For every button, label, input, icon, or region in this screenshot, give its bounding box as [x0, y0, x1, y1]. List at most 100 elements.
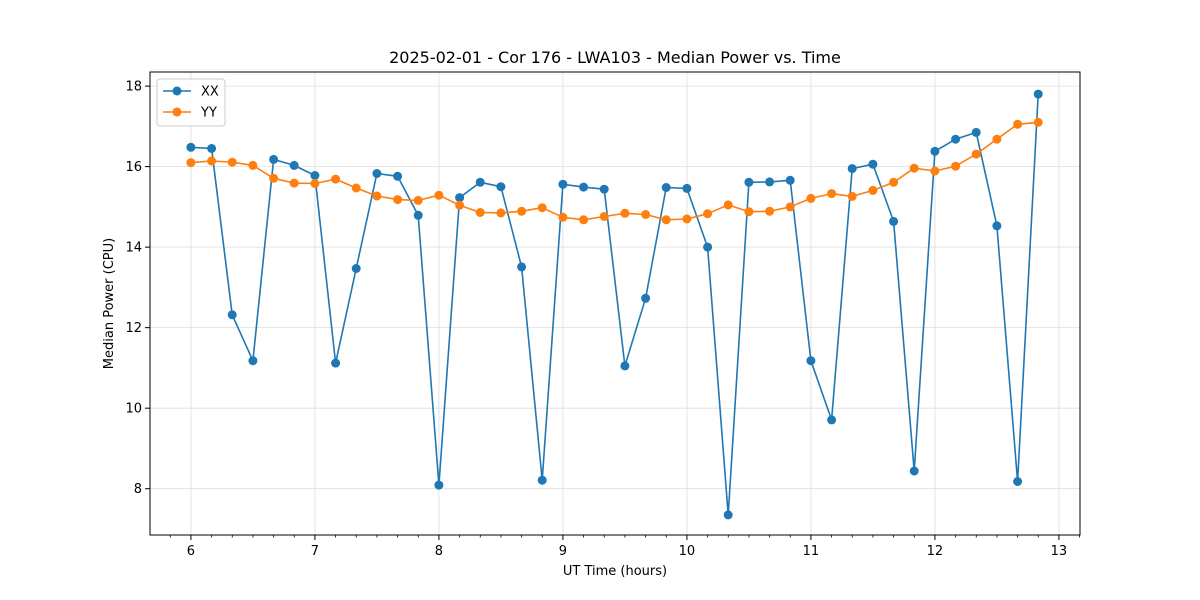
series-xx-point — [455, 193, 465, 203]
series-yy-point — [723, 200, 733, 210]
series-xx-point — [723, 510, 733, 520]
series-yy-point — [579, 215, 589, 225]
series-xx-point — [744, 177, 754, 187]
series-xx-line — [190, 94, 1039, 516]
series-yy-point — [517, 206, 527, 216]
series-xx-point — [289, 160, 299, 170]
series-yy-point — [599, 212, 609, 221]
series-yy-point — [434, 190, 444, 200]
chart-title: 2025-02-01 - Cor 176 - LWA103 - Median P… — [389, 48, 841, 67]
series-xx-point — [558, 179, 568, 189]
series-yy-point — [765, 206, 775, 216]
series-xx-point — [517, 262, 527, 272]
series-xx-point — [620, 361, 630, 371]
x-axis-label: UT Time (hours) — [563, 564, 667, 579]
plot-area — [149, 71, 1081, 536]
series-yy-point — [992, 134, 1002, 144]
series-yy-point — [372, 191, 382, 201]
series-yy-point — [351, 183, 361, 193]
series-xx-point — [372, 169, 382, 178]
x-tick-label: 7 — [311, 544, 319, 559]
x-tick-label: 10 — [679, 544, 696, 559]
y-tick-label: 16 — [125, 160, 142, 175]
series-yy-point — [641, 210, 651, 219]
series-yy-point — [847, 191, 857, 201]
series-xx-point — [310, 171, 320, 180]
series-yy-point — [661, 215, 671, 225]
series-xx-point — [475, 177, 485, 187]
series-yy-point — [951, 161, 961, 171]
series-xx-point — [868, 159, 878, 169]
series-xx-point — [889, 216, 899, 226]
series-xx-point — [393, 171, 403, 181]
series-xx-point — [930, 146, 940, 156]
series-xx-point — [599, 184, 609, 194]
y-tick-label: 10 — [125, 402, 142, 417]
x-tick-label: 12 — [927, 544, 944, 559]
series-yy-point — [1013, 119, 1023, 129]
series-xx-point — [765, 177, 775, 187]
series-yy-point — [868, 185, 878, 195]
series-yy-point — [558, 212, 568, 222]
series-yy-point — [413, 195, 423, 205]
series-xx-point — [806, 356, 816, 366]
series-xx-point — [227, 310, 237, 320]
series-xx-point — [248, 356, 258, 366]
series-xx-point — [909, 466, 919, 476]
series-yy-point — [455, 200, 465, 210]
series-xx-point — [186, 142, 196, 152]
series-yy-point — [827, 189, 837, 199]
series-yy-point — [331, 174, 341, 184]
series-yy-point — [227, 157, 237, 167]
series-xx-point — [269, 154, 279, 164]
series-layer — [186, 89, 1043, 520]
series-xx-point — [537, 475, 547, 485]
x-tick-label: 11 — [803, 544, 820, 559]
y-tick-label: 14 — [125, 241, 142, 256]
legend-yy-marker — [172, 107, 182, 117]
series-xx-point — [496, 182, 506, 192]
series-yy-point — [537, 203, 547, 213]
series-yy-point — [310, 179, 320, 188]
series-yy-point — [620, 208, 630, 218]
series-xx-point — [351, 264, 361, 273]
series-xx-point — [434, 480, 444, 490]
series-xx-point — [847, 164, 857, 174]
series-xx-point — [992, 221, 1002, 231]
series-xx-point — [703, 242, 713, 252]
x-tick-label: 9 — [559, 544, 567, 559]
series-xx-point — [785, 175, 795, 185]
series-xx-point — [682, 183, 692, 193]
series-yy-point — [889, 177, 899, 187]
series-yy-point — [207, 156, 217, 166]
axis-ticks: 6 7 8 9 10 11 12 13 8 10 12 14 16 18 — [125, 80, 1080, 559]
series-xx-point — [331, 358, 341, 368]
series-xx-point — [1013, 477, 1023, 486]
series-xx-point — [413, 210, 423, 220]
series-yy-point — [248, 160, 258, 170]
series-yy-point — [682, 214, 692, 224]
series-yy-point — [1033, 117, 1043, 127]
series-xx-point — [1033, 89, 1043, 99]
series-yy-point — [971, 149, 981, 159]
series-yy-point — [496, 208, 506, 218]
series-xx-point — [641, 293, 651, 303]
series-yy-point — [909, 163, 919, 173]
series-yy-point — [703, 209, 713, 219]
legend-xx-label: XX — [201, 85, 219, 100]
series-yy-point — [186, 158, 196, 168]
y-tick-label: 12 — [125, 321, 142, 336]
series-xx-point — [971, 127, 981, 137]
legend-xx-marker — [172, 86, 182, 96]
series-yy-point — [806, 193, 816, 203]
series-yy-point — [289, 178, 299, 188]
x-tick-label: 6 — [187, 544, 195, 559]
y-tick-label: 8 — [134, 482, 142, 497]
series-yy-point — [930, 166, 940, 176]
x-tick-label: 8 — [435, 544, 443, 559]
series-xx-point — [579, 182, 589, 192]
series-xx-point — [951, 134, 961, 144]
x-tick-label: 13 — [1051, 544, 1068, 559]
legend-yy-label: YY — [200, 106, 217, 121]
